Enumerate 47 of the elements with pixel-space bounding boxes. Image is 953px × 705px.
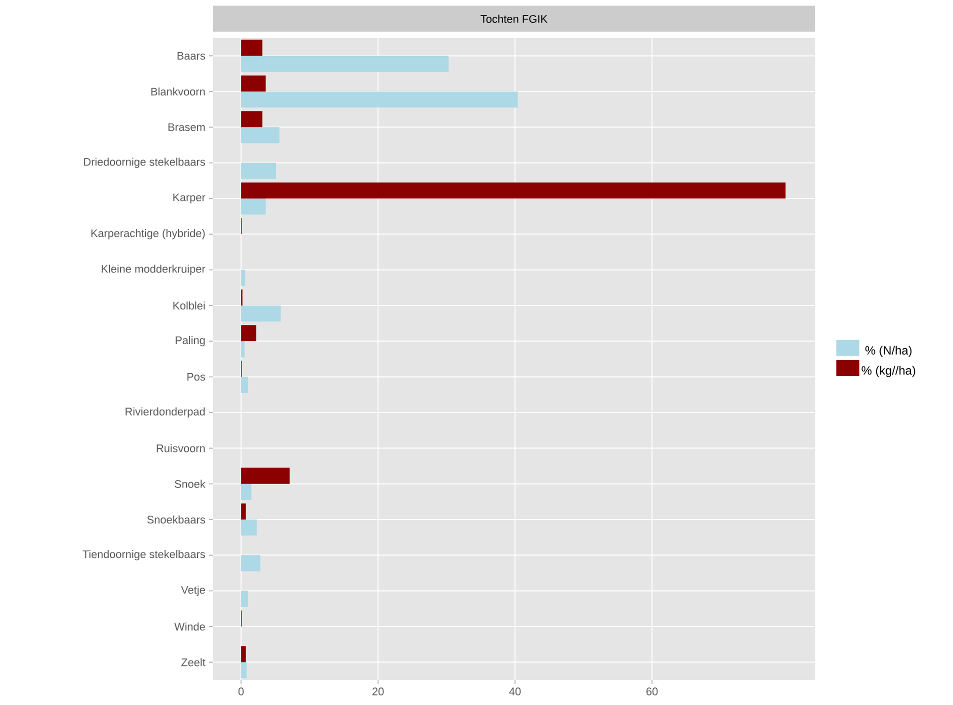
bar	[241, 646, 246, 662]
bar	[241, 662, 247, 678]
legend-label: % (kg//ha)	[862, 366, 916, 378]
bar	[241, 75, 266, 92]
y-tick-label: Baars	[178, 52, 206, 60]
y-tick-label: Snoekbaars	[147, 515, 206, 524]
y-tick-label: Blankvoorn	[151, 87, 205, 96]
bar	[241, 111, 262, 128]
y-tick-label: Snoek	[174, 480, 206, 488]
bar	[241, 40, 262, 56]
y-tick-label: Driedoornige stekelbaars	[84, 158, 206, 168]
x-tick-label: 40	[509, 688, 521, 696]
y-tick-label: Zeelt	[181, 658, 206, 666]
bar	[241, 198, 266, 215]
y-tick-label: Kolblei	[173, 301, 205, 310]
bar	[241, 484, 252, 500]
x-tick-label: 20	[372, 688, 384, 696]
bar	[241, 341, 245, 358]
bar	[241, 92, 518, 108]
chart-title: Tochten FGIK	[480, 14, 548, 23]
bar	[241, 127, 280, 144]
y-tick-label: Brasem	[168, 123, 205, 132]
bar	[241, 325, 256, 342]
bar	[241, 56, 449, 72]
y-tick-label: Tiendoornige stekelbaars	[82, 550, 206, 560]
y-tick-label: Winde	[174, 622, 205, 631]
y-tick-label: Kleine modderkruiper	[102, 264, 206, 275]
bar	[241, 162, 276, 179]
bar	[241, 376, 248, 393]
y-tick-label: Rivierdonderpad	[126, 407, 205, 418]
bar	[241, 306, 281, 322]
bar	[241, 468, 290, 484]
bar	[241, 520, 257, 536]
bar	[241, 590, 248, 607]
y-tick-label: Karper	[173, 194, 206, 204]
legend-label: % (N/ha)	[865, 346, 912, 357]
x-tick-label: 60	[646, 688, 658, 696]
y-tick-label: Ruisvoorn	[156, 444, 205, 452]
x-tick-label: 0	[238, 688, 244, 696]
bar	[241, 182, 786, 199]
bar	[241, 503, 246, 520]
y-tick-label: Vetje	[181, 586, 205, 596]
y-tick-label: Karperachtige (hybride)	[91, 229, 205, 240]
y-tick-label: Paling	[176, 336, 205, 346]
bar	[241, 555, 260, 572]
bar	[241, 270, 246, 286]
y-tick-label: Pos	[187, 373, 206, 381]
